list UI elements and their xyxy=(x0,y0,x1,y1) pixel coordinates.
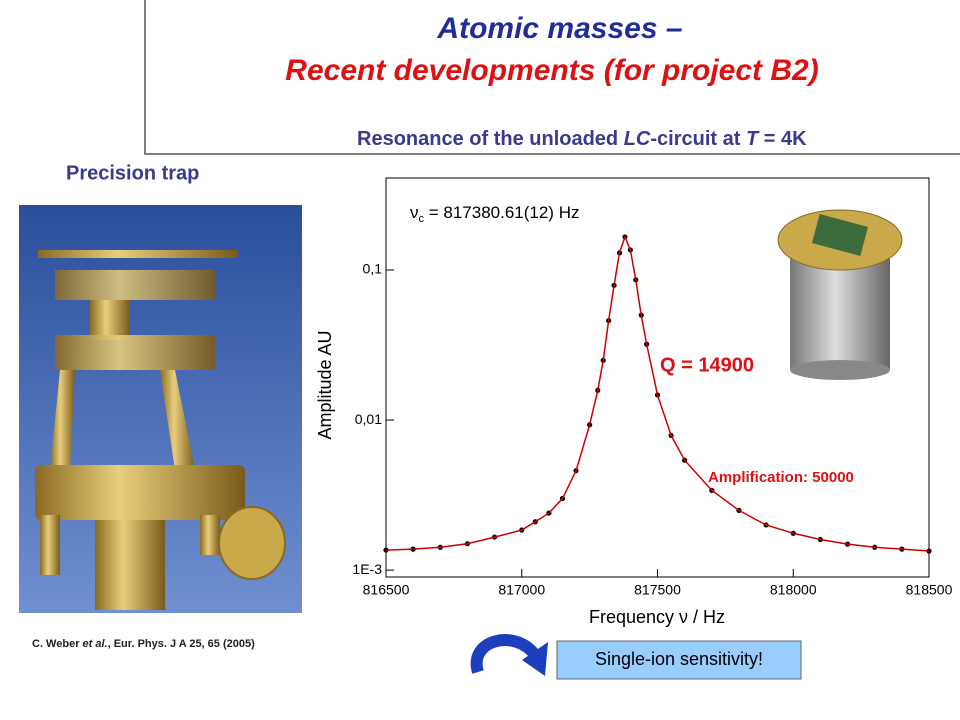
citation-part: C. Weber xyxy=(32,638,83,650)
callout-box xyxy=(556,640,802,680)
fit-text: = 817380.61(12) Hz xyxy=(424,203,579,222)
subtitle-part: = 4K xyxy=(758,128,807,150)
subtitle-part: LC xyxy=(624,128,651,150)
circuit-photo xyxy=(766,193,918,382)
citation-part: et al. xyxy=(83,638,108,650)
subtitle-part: T xyxy=(746,128,760,150)
fit-label: νc = 817380.61(12) Hz xyxy=(410,203,579,224)
subtitle-part: -circuit at xyxy=(650,128,746,150)
title: Atomic masses – xyxy=(436,12,682,45)
x-tick-label: 818000 xyxy=(770,582,817,598)
callout: Single-ion sensitivity! xyxy=(595,649,763,669)
y-axis-label: Amplitude AU xyxy=(315,330,335,439)
x-label-part: Frequency xyxy=(589,607,679,627)
citation-part: , Eur. Phys. J A 25, 65 (2005) xyxy=(108,638,255,650)
x-label-part: / Hz xyxy=(688,607,725,627)
x-label-part: ν xyxy=(679,607,688,627)
subtitle: Resonance of the unloaded LC-circuit at … xyxy=(357,128,807,150)
y-tick-label: 0,01 xyxy=(355,411,382,427)
y-tick-label: 0,1 xyxy=(363,261,383,277)
fit-subscript: c xyxy=(419,213,425,225)
trap-photo xyxy=(19,205,302,613)
left-heading: Precision trap xyxy=(66,162,199,184)
citation: C. Weber et al., Eur. Phys. J A 25, 65 (… xyxy=(32,638,255,650)
title-line2: Recent developments (for project B2) xyxy=(285,54,818,87)
x-tick-label: 817500 xyxy=(634,582,681,598)
fit-line xyxy=(385,234,930,552)
subtitle-part: Resonance of the unloaded xyxy=(357,128,624,150)
data-point xyxy=(383,547,389,553)
x-tick-label: 816500 xyxy=(363,582,410,598)
fit-symbol: ν xyxy=(410,203,419,222)
amplification-label: Amplification: 50000 xyxy=(708,469,854,486)
title-box xyxy=(144,0,960,155)
plot: 1E-3 0,01 0,1 816500 817000 817500 818000 81850… xyxy=(352,234,953,598)
x-axis-label: Frequency ν / Hz xyxy=(589,607,725,627)
arrow-head xyxy=(522,642,548,676)
curved-arrow xyxy=(470,634,540,674)
data-point xyxy=(926,548,932,554)
x-tick-label: 818500 xyxy=(906,582,953,598)
x-tick-label: 817000 xyxy=(498,582,545,598)
y-tick-label: 1E-3 xyxy=(352,561,382,577)
q-label: Q = 14900 xyxy=(660,354,754,376)
